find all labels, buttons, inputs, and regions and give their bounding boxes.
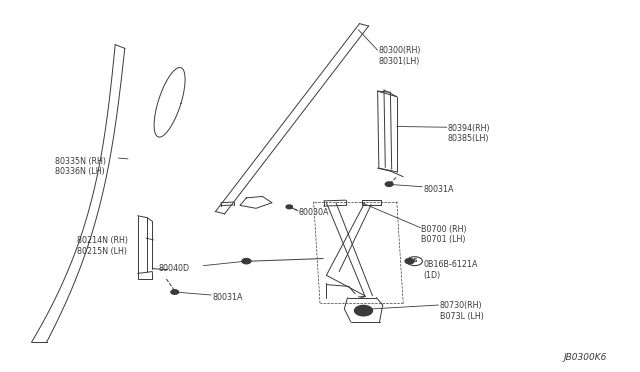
Circle shape [405,259,414,264]
Text: 0B16B-6121A
(1D): 0B16B-6121A (1D) [424,260,478,280]
Text: 80394(RH)
80385(LH): 80394(RH) 80385(LH) [448,124,491,143]
Text: 80214N (RH)
80215N (LH): 80214N (RH) 80215N (LH) [77,236,128,256]
Text: JB0300K6: JB0300K6 [563,353,607,362]
Text: 80031A: 80031A [212,293,243,302]
Text: 80730(RH)
B073L (LH): 80730(RH) B073L (LH) [440,301,484,321]
Circle shape [171,290,179,294]
Text: 80031A: 80031A [424,185,454,193]
Circle shape [242,259,251,264]
Text: S: S [412,258,417,263]
Text: 80335N (RH)
80336N (LH): 80335N (RH) 80336N (LH) [55,157,106,176]
Text: 80300(RH)
80301(LH): 80300(RH) 80301(LH) [379,46,421,65]
Circle shape [385,182,393,186]
Text: 80040D: 80040D [158,264,189,273]
Text: 80030A: 80030A [298,208,329,217]
Text: B0700 (RH)
B0701 (LH): B0700 (RH) B0701 (LH) [421,225,467,244]
Circle shape [355,305,372,316]
Circle shape [286,205,292,209]
